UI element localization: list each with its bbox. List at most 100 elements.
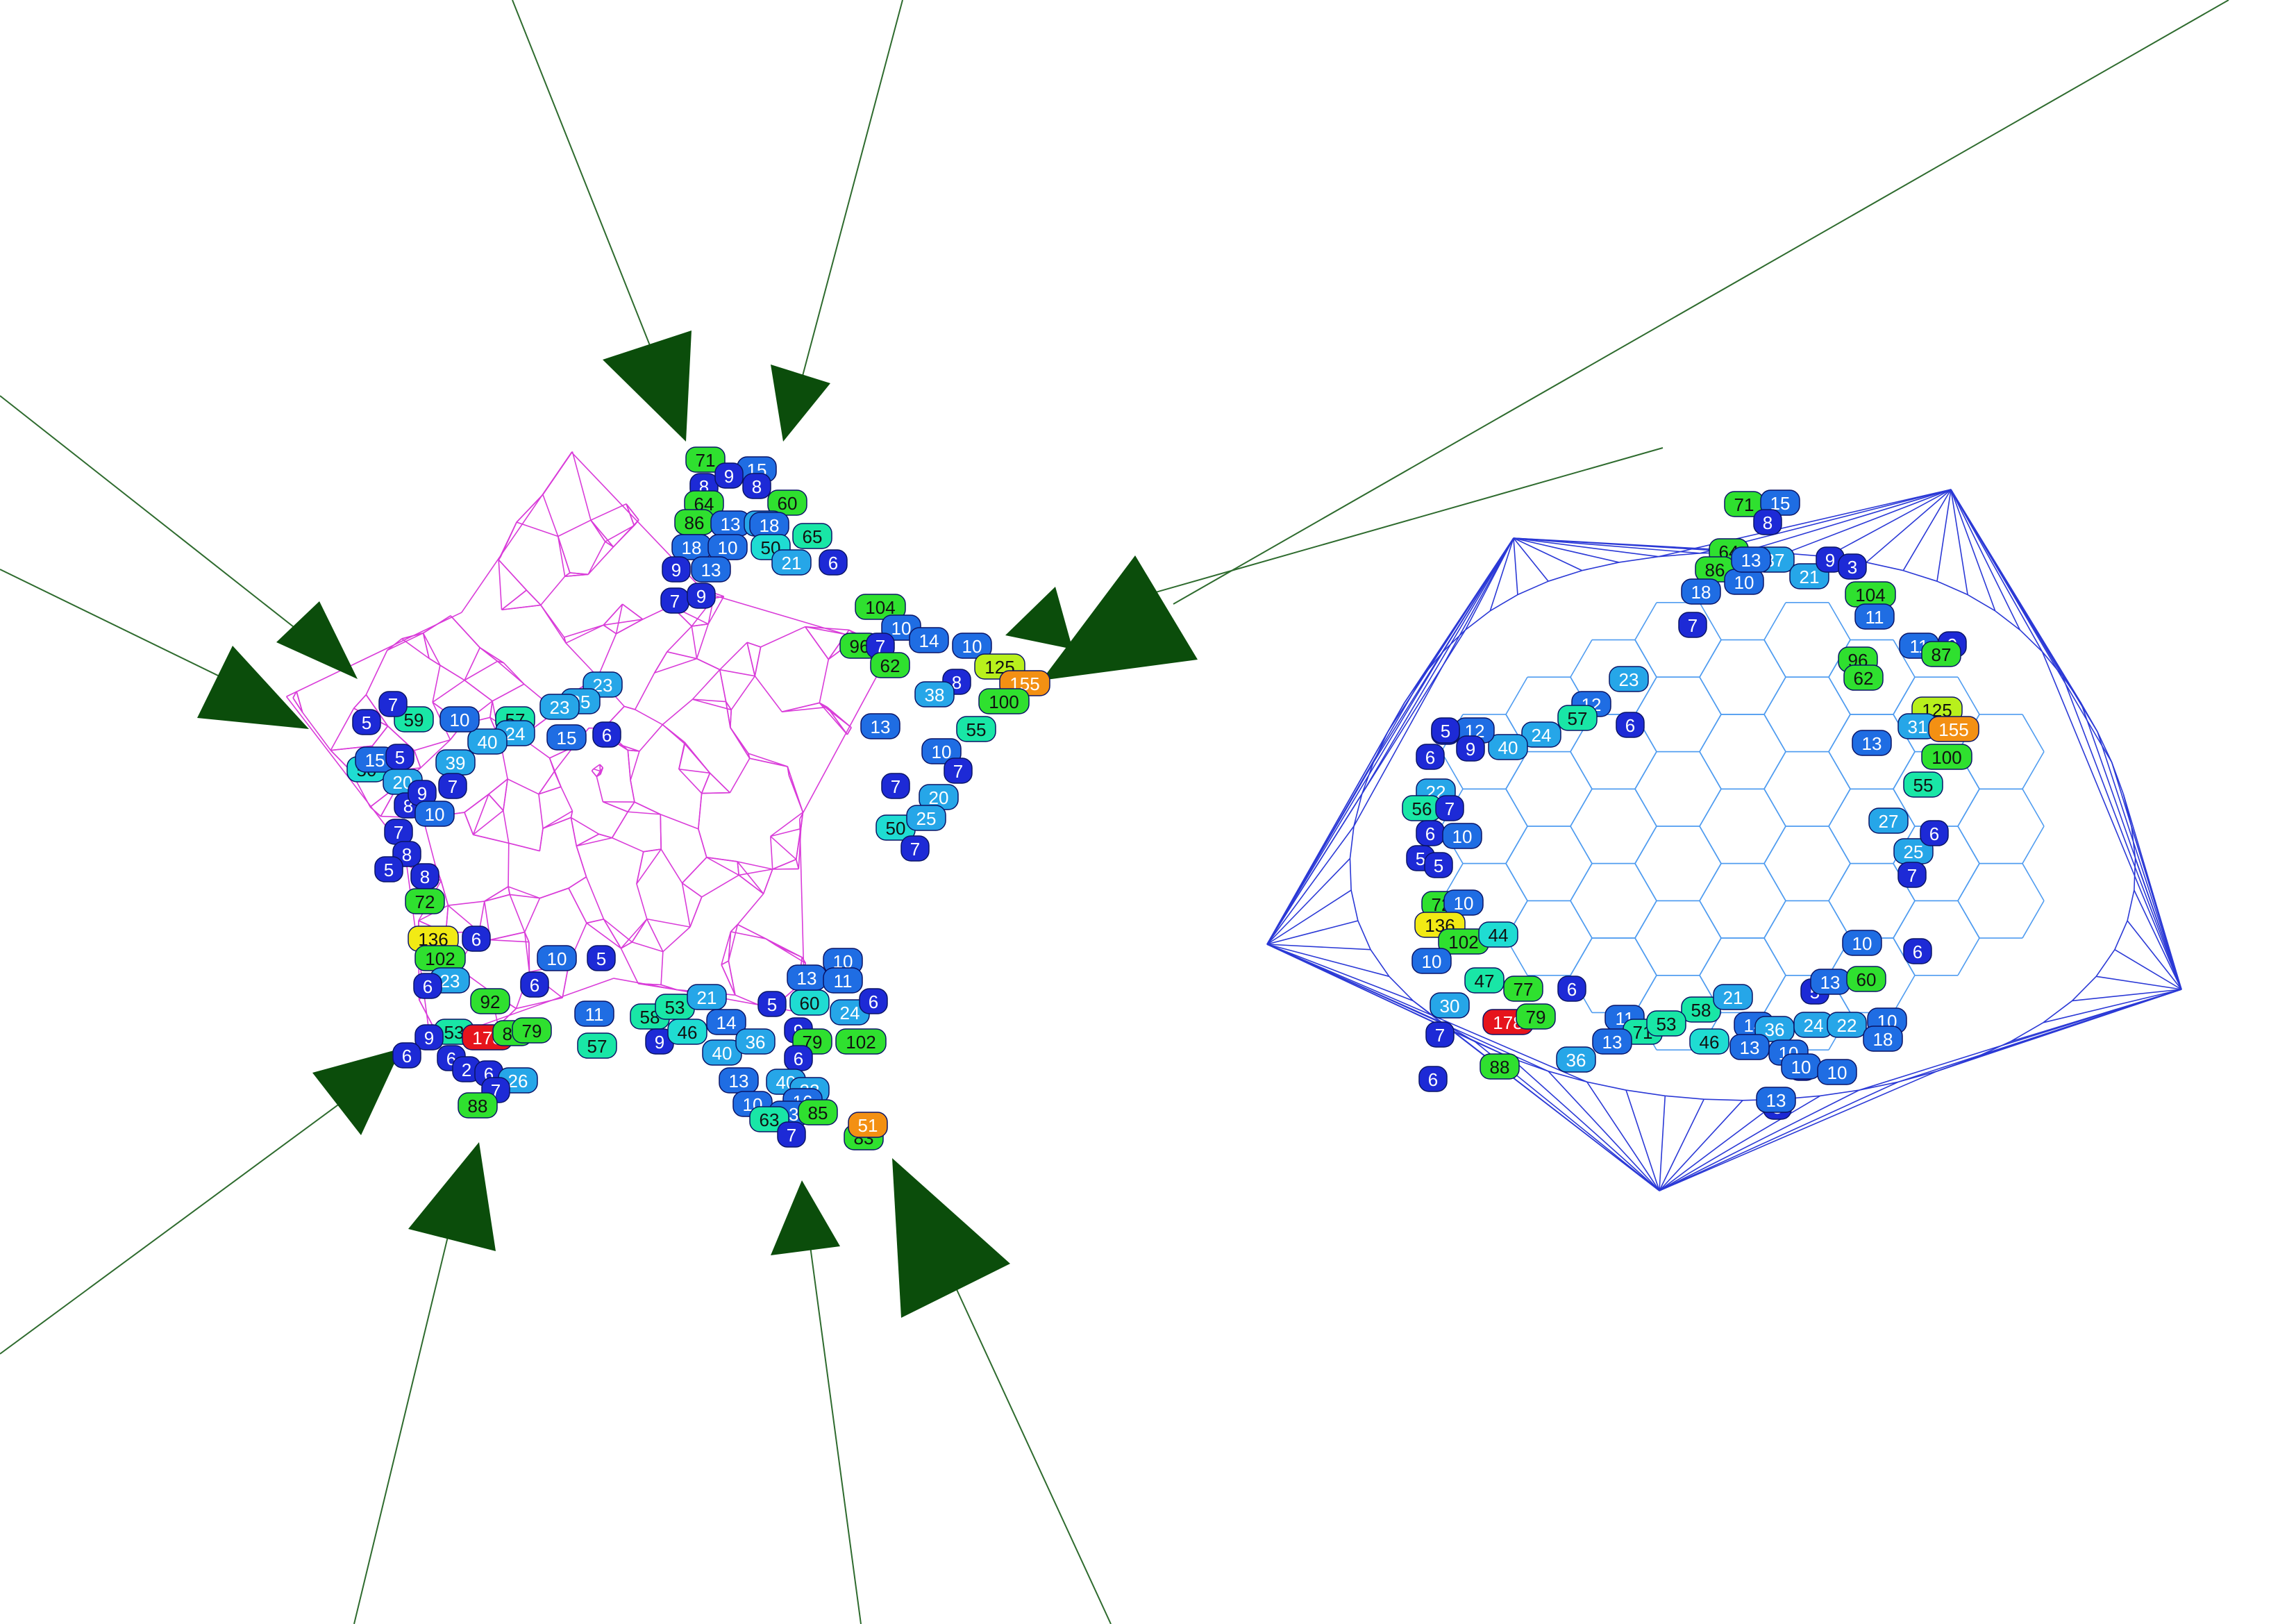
node-badge: 10 bbox=[1442, 823, 1482, 849]
node-badge-bg bbox=[587, 945, 616, 971]
mesh-edge bbox=[1505, 788, 1528, 827]
node-badge-label: 6 bbox=[1425, 823, 1435, 844]
node-badge-bg bbox=[691, 556, 731, 583]
mesh-edge bbox=[1957, 863, 1980, 901]
node-badge-label: 9 bbox=[724, 466, 734, 487]
node-badge-label: 7 bbox=[394, 822, 403, 843]
node-badge-label: 10 bbox=[1827, 1062, 1847, 1083]
node-badge-bg bbox=[1903, 771, 1943, 798]
node-badge-bg bbox=[405, 888, 445, 914]
node-badge-label: 40 bbox=[712, 1043, 732, 1064]
mesh-edge bbox=[292, 697, 303, 713]
mesh-edge bbox=[576, 837, 612, 847]
node-badge-bg bbox=[1443, 889, 1484, 916]
mesh-edge bbox=[1618, 555, 1659, 563]
node-badge: 6 bbox=[413, 973, 442, 999]
mesh-edge bbox=[612, 837, 644, 853]
mesh-edge bbox=[557, 536, 571, 574]
node-badge: 21 bbox=[1713, 984, 1753, 1010]
mesh-edge bbox=[1349, 826, 1355, 859]
mesh-edge bbox=[634, 801, 661, 815]
node-badge-bg bbox=[414, 801, 455, 827]
node-badge: 6 bbox=[392, 1042, 421, 1069]
node-badge-label: 77 bbox=[1514, 979, 1534, 1000]
mesh-edge bbox=[1349, 858, 1352, 891]
mesh-edge bbox=[1828, 751, 1851, 789]
mesh-edge bbox=[548, 757, 555, 772]
node-badge-label: 27 bbox=[1879, 811, 1899, 832]
node-badge-bg bbox=[792, 523, 832, 549]
mesh-edge bbox=[418, 999, 433, 1026]
spike-line bbox=[0, 1062, 396, 1355]
node-badge-label: 18 bbox=[1691, 582, 1711, 603]
mesh-edge bbox=[701, 792, 730, 794]
node-badge-label: 55 bbox=[1913, 775, 1934, 796]
mesh-edge bbox=[1974, 1041, 2011, 1059]
mesh-edge bbox=[1699, 676, 1722, 715]
mesh-edge bbox=[696, 658, 721, 671]
node-badge: 57 bbox=[1557, 705, 1598, 731]
node-badge: 15 bbox=[1760, 489, 1800, 516]
mesh-edge bbox=[748, 753, 788, 767]
node-badge: 40 bbox=[702, 1039, 742, 1066]
mesh-edge bbox=[631, 919, 648, 943]
node-badge-bg bbox=[757, 991, 787, 1017]
mesh-edge bbox=[2114, 920, 2128, 951]
node-badge-bg bbox=[771, 549, 812, 576]
node-badge-label: 15 bbox=[365, 750, 385, 771]
mesh-edge bbox=[1699, 788, 1722, 827]
node-badge-label: 60 bbox=[800, 993, 820, 1014]
mesh-edge bbox=[692, 669, 721, 700]
mesh-edge bbox=[1936, 489, 1952, 582]
node-badge: 62 bbox=[870, 652, 910, 678]
mesh-edge bbox=[691, 626, 698, 659]
mesh-edge bbox=[509, 894, 526, 932]
mesh-edge bbox=[738, 874, 764, 894]
node-badge: 13 bbox=[787, 964, 827, 991]
node-badge-label: 59 bbox=[404, 710, 424, 730]
node-badge-label: 13 bbox=[729, 1071, 749, 1091]
mesh-edge bbox=[2122, 794, 2182, 990]
mesh-edge bbox=[1389, 976, 1414, 1002]
mesh-edge bbox=[1967, 594, 1996, 612]
mesh-edge bbox=[1634, 863, 1657, 901]
node-badge-label: 155 bbox=[1938, 719, 1968, 740]
mesh-edge bbox=[770, 835, 797, 860]
node-badge: 13 bbox=[860, 713, 900, 739]
node-badge-label: 104 bbox=[865, 597, 895, 618]
node-badge: 6 bbox=[1416, 744, 1445, 770]
node-badge-label: 21 bbox=[782, 553, 802, 574]
node-badge-label: 7 bbox=[388, 694, 398, 715]
mesh-edge bbox=[1548, 1071, 1587, 1083]
node-badge-label: 6 bbox=[828, 553, 838, 574]
mesh-edge bbox=[1505, 676, 1528, 715]
node-badge-bg bbox=[687, 583, 716, 609]
node-badge-bg bbox=[546, 724, 587, 751]
node-badge-bg bbox=[667, 1019, 707, 1045]
mesh-edge bbox=[819, 659, 830, 703]
mesh-edge bbox=[597, 633, 617, 678]
mesh-edge bbox=[586, 919, 604, 924]
node-badge-bg bbox=[1488, 734, 1528, 760]
node-badge-label: 63 bbox=[760, 1110, 780, 1130]
mesh-edge bbox=[696, 623, 709, 659]
node-badge-label: 10 bbox=[1452, 826, 1473, 847]
node-badge-bg bbox=[1846, 966, 1886, 992]
node-badge: 104 bbox=[855, 594, 906, 620]
node-badge: 7 bbox=[777, 1121, 806, 1148]
mesh-edge bbox=[795, 859, 800, 869]
node-badge-label: 47 bbox=[1475, 971, 1495, 991]
node-badge: 7 bbox=[660, 587, 689, 614]
mesh-edge bbox=[660, 814, 662, 850]
mesh-edge bbox=[563, 637, 567, 644]
node-badge-label: 87 bbox=[1932, 644, 1952, 665]
node-badge: 5 bbox=[352, 709, 381, 735]
node-badge-label: 13 bbox=[1862, 733, 1882, 754]
mesh-edge bbox=[728, 960, 736, 996]
node-badge: 55 bbox=[956, 716, 996, 742]
mesh-edge bbox=[698, 793, 703, 829]
node-badge-bg bbox=[374, 856, 403, 882]
node-badge: 36 bbox=[1556, 1046, 1596, 1073]
mesh-edge bbox=[571, 451, 592, 521]
mesh-edge bbox=[636, 848, 662, 885]
